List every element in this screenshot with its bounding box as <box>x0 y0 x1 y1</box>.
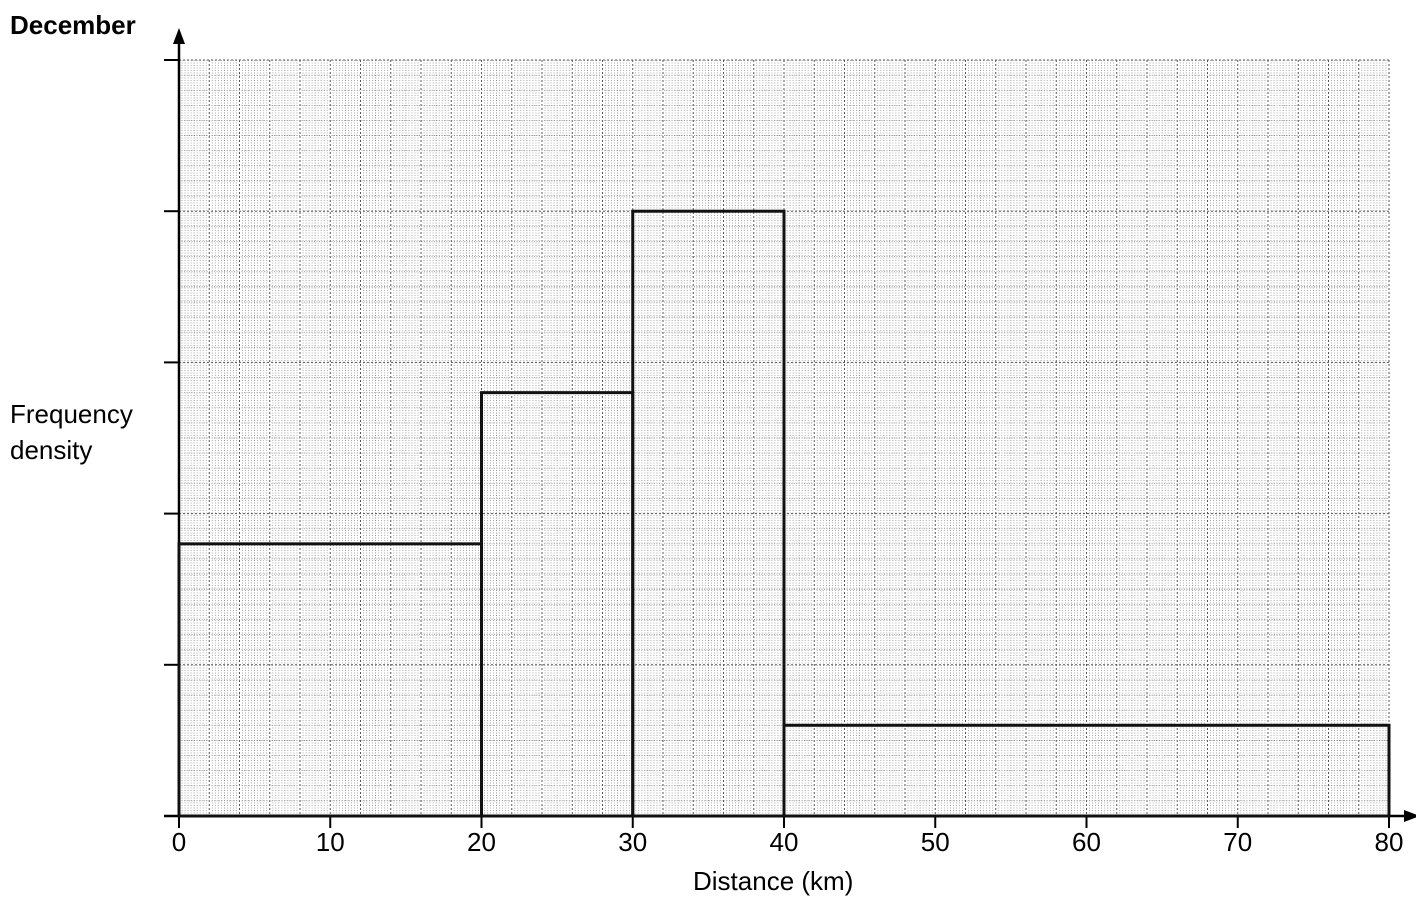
x-tick-label: 60 <box>1072 827 1101 857</box>
x-tick-label: 40 <box>770 827 799 857</box>
x-tick-label: 10 <box>316 827 345 857</box>
x-tick-label: 0 <box>172 827 186 857</box>
x-tick-label: 50 <box>921 827 950 857</box>
x-tick-label: 80 <box>1375 827 1404 857</box>
y-axis-label-line-1: Frequency <box>10 399 133 429</box>
x-tick-label: 70 <box>1223 827 1252 857</box>
y-axis-label-line-2: density <box>10 435 93 465</box>
histogram-bar-4 <box>782 723 1391 818</box>
x-axis-label: Distance (km) <box>693 866 854 896</box>
x-axis-arrow <box>1404 810 1416 822</box>
histogram-bar-3 <box>631 209 786 818</box>
y-axis-arrow <box>173 28 185 44</box>
grid <box>178 59 1390 817</box>
x-tick-label: 30 <box>618 827 647 857</box>
x-tick-labels: 0 10 20 30 40 50 60 70 80 <box>172 827 1404 857</box>
bars <box>177 209 1391 818</box>
chart-title: December <box>10 10 136 40</box>
y-axis-label: Frequency density <box>10 396 170 468</box>
x-tick-label: 20 <box>467 827 496 857</box>
